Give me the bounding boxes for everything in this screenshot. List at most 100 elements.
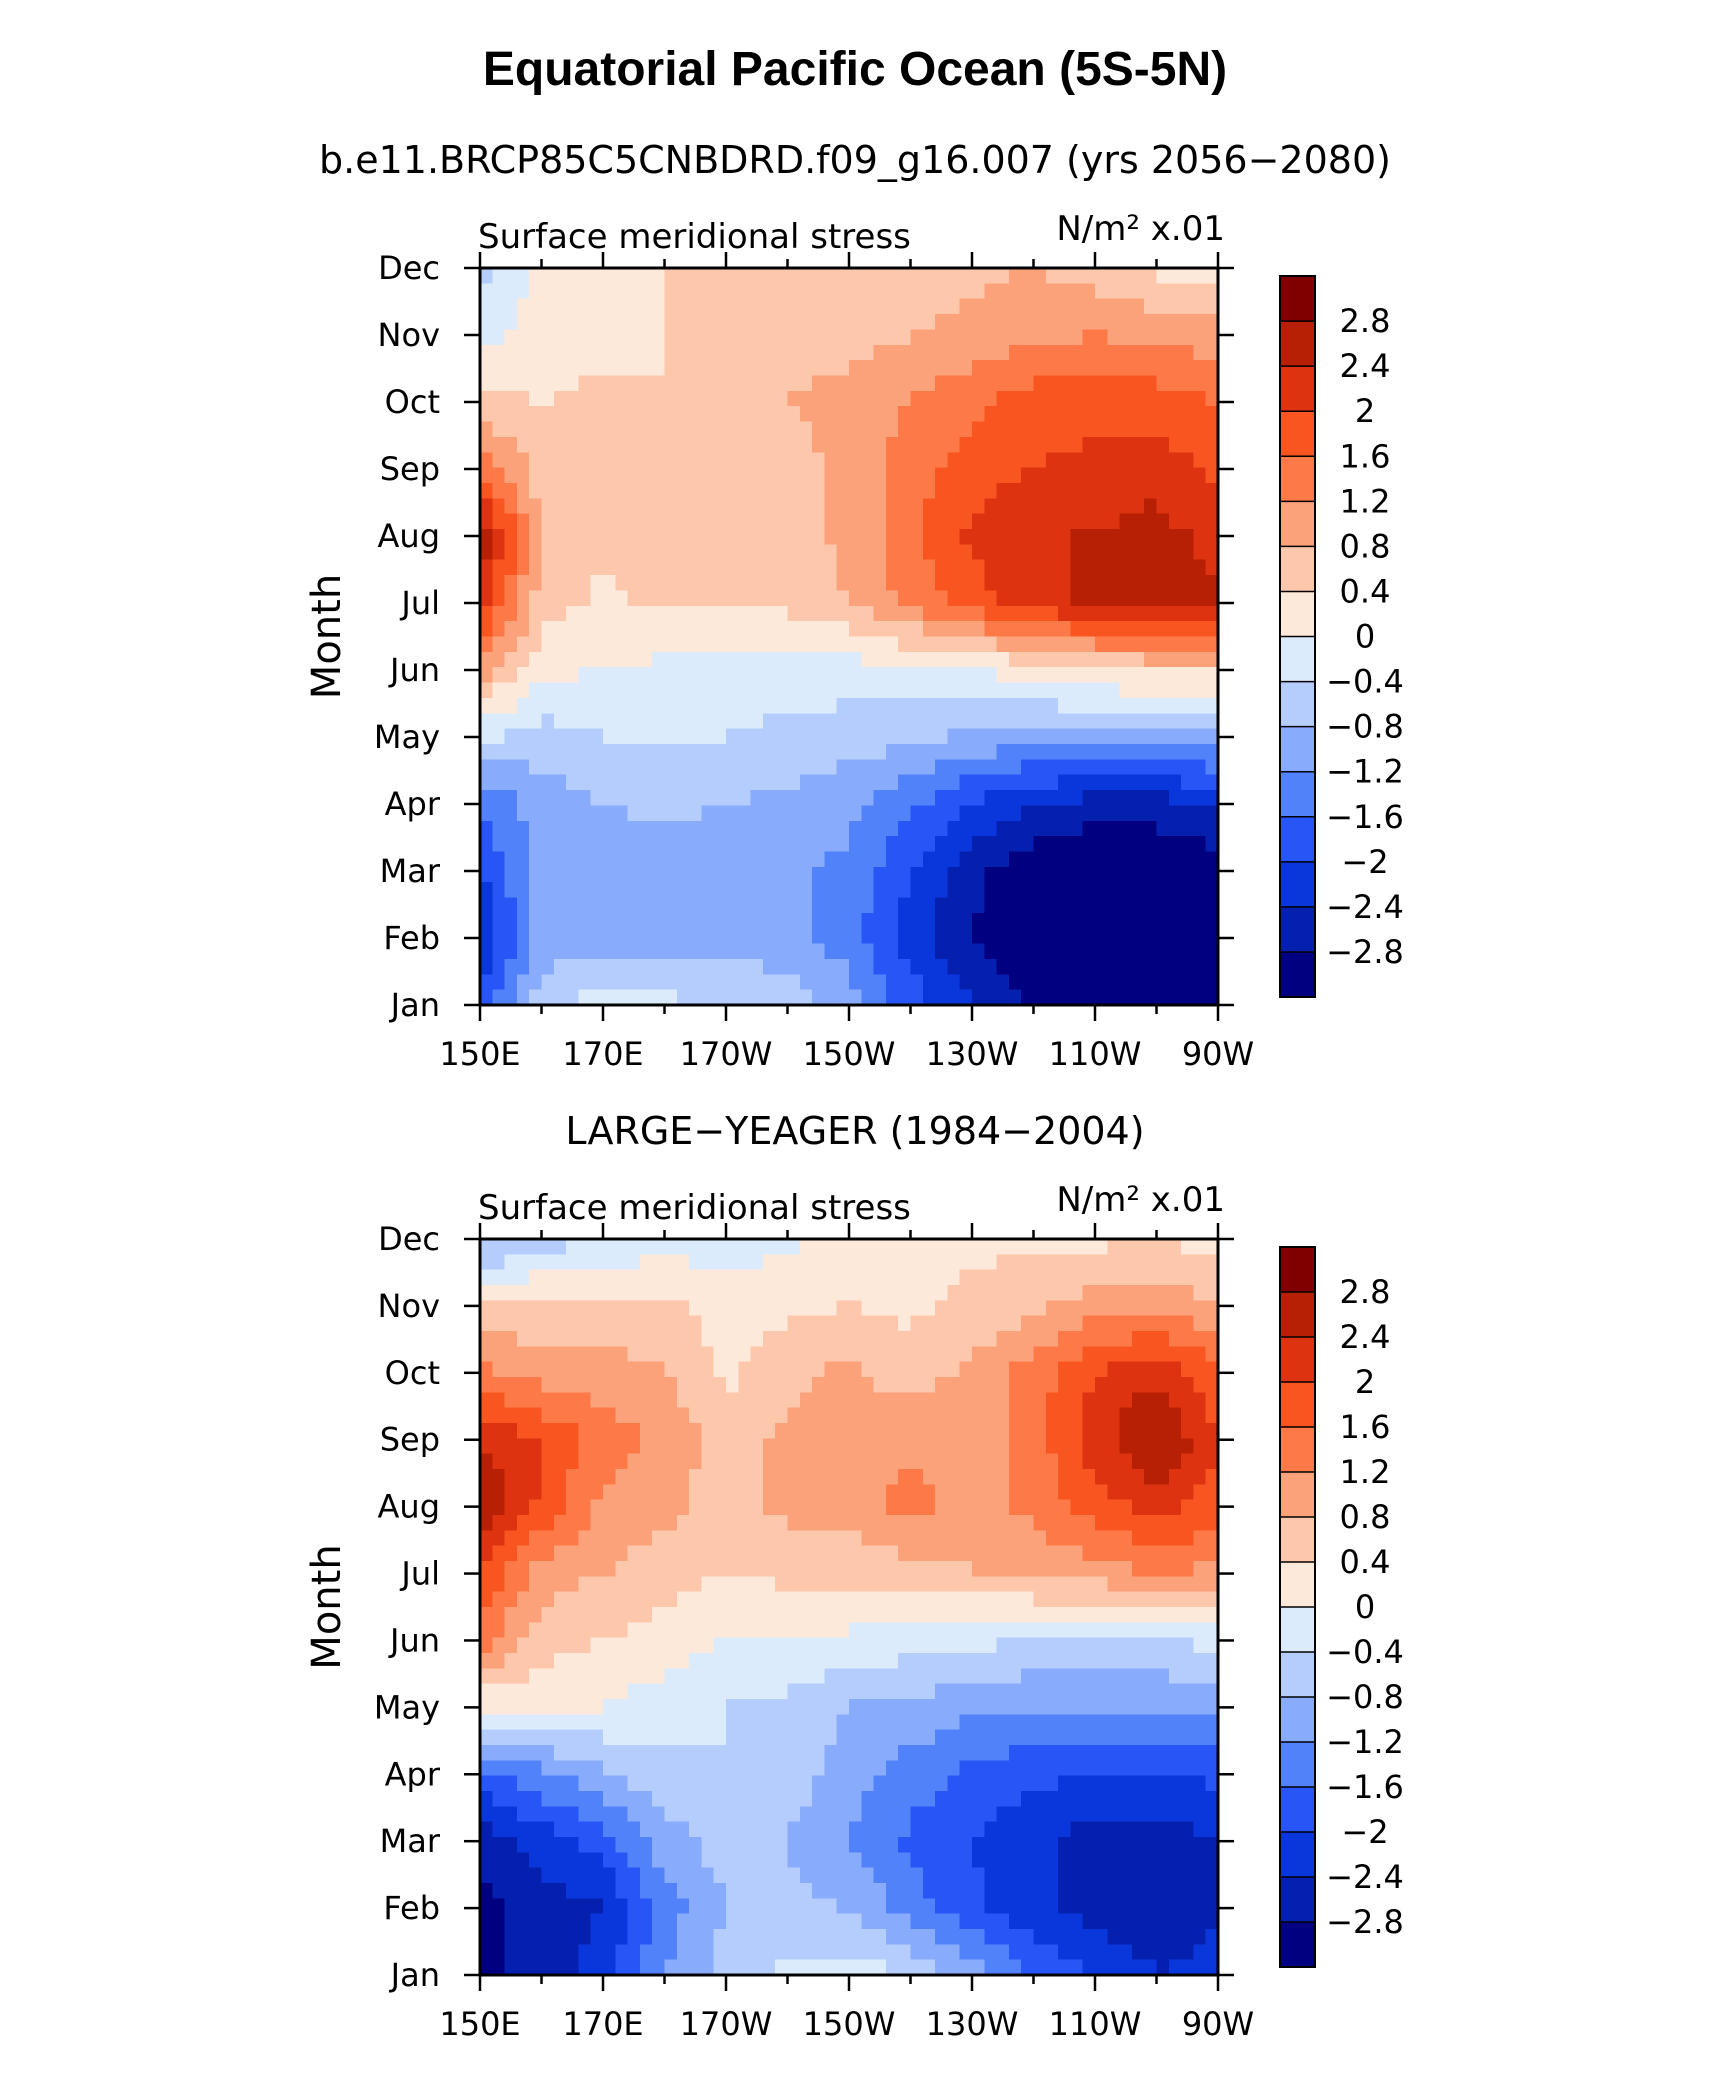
heatmap-cell bbox=[1168, 836, 1182, 853]
heatmap-cell bbox=[775, 774, 789, 791]
heatmap-cell bbox=[504, 1254, 518, 1271]
heatmap-cell bbox=[1045, 851, 1059, 868]
heatmap-cell bbox=[922, 1469, 936, 1485]
heatmap-cell bbox=[1095, 390, 1108, 407]
heatmap-cell bbox=[812, 1714, 825, 1731]
heatmap-cell bbox=[529, 1285, 543, 1301]
heatmap-cell bbox=[1070, 498, 1084, 515]
heatmap-cell bbox=[898, 1591, 912, 1608]
heatmap-cell bbox=[676, 667, 690, 684]
heatmap-cell bbox=[1205, 1699, 1219, 1715]
heatmap-cell bbox=[639, 713, 653, 730]
heatmap-cell bbox=[652, 575, 666, 592]
heatmap-cell bbox=[1193, 544, 1207, 561]
heatmap-cell bbox=[1156, 513, 1170, 530]
heatmap-cell bbox=[836, 1331, 850, 1347]
heatmap-cell bbox=[750, 1484, 764, 1501]
heatmap-cell bbox=[1095, 1361, 1108, 1378]
heatmap-cell bbox=[849, 498, 862, 515]
heatmap-cell bbox=[504, 943, 518, 960]
heatmap-cell bbox=[1058, 1269, 1071, 1286]
heatmap-cell bbox=[836, 375, 850, 392]
heatmap-cell bbox=[947, 1607, 961, 1623]
heatmap-cell bbox=[516, 820, 530, 837]
heatmap-cell bbox=[615, 820, 629, 837]
heatmap-cell bbox=[504, 1407, 518, 1424]
heatmap-cell bbox=[1082, 406, 1096, 423]
heatmap-cell bbox=[713, 820, 727, 837]
heatmap-cell bbox=[984, 958, 998, 975]
heatmap-cell bbox=[1021, 697, 1035, 714]
heatmap-cell bbox=[984, 605, 998, 622]
heatmap-cell bbox=[529, 697, 543, 714]
heatmap-cell bbox=[947, 912, 961, 929]
heatmap-cell bbox=[836, 1453, 850, 1470]
heatmap-cell bbox=[603, 882, 616, 899]
heatmap-cell bbox=[615, 866, 629, 883]
heatmap-cell bbox=[738, 390, 752, 407]
heatmap-cell bbox=[885, 851, 899, 868]
heatmap-cell bbox=[947, 1453, 961, 1470]
heatmap-cell bbox=[1205, 820, 1219, 837]
heatmap-cell bbox=[615, 1530, 629, 1547]
heatmap-cell bbox=[541, 1745, 555, 1761]
heatmap-cell bbox=[750, 866, 764, 883]
heatmap-cell bbox=[689, 406, 702, 423]
heatmap-cell bbox=[947, 897, 961, 914]
heatmap-cell bbox=[1156, 421, 1170, 438]
heatmap-cell bbox=[750, 790, 764, 806]
heatmap-cell bbox=[590, 421, 604, 438]
heatmap-cell bbox=[1021, 805, 1035, 822]
heatmap-cell bbox=[676, 912, 690, 929]
heatmap-cell bbox=[726, 774, 739, 791]
heatmap-cell bbox=[1131, 1515, 1145, 1531]
heatmap-cell bbox=[1144, 882, 1158, 899]
heatmap-cell bbox=[1070, 590, 1084, 607]
heatmap-cell bbox=[1082, 1407, 1096, 1424]
heatmap-cell bbox=[566, 1392, 579, 1409]
heatmap-cell bbox=[873, 759, 887, 776]
heatmap-cell bbox=[516, 1269, 530, 1286]
heatmap-cell bbox=[701, 467, 715, 484]
heatmap-cell bbox=[910, 360, 924, 377]
heatmap-cell bbox=[516, 651, 530, 668]
heatmap-cell bbox=[541, 682, 555, 699]
heatmap-cell bbox=[750, 605, 764, 622]
heatmap-cell bbox=[984, 1499, 998, 1516]
heatmap-cell bbox=[578, 344, 592, 361]
heatmap-cell bbox=[516, 1438, 530, 1455]
heatmap-cell bbox=[1144, 1576, 1158, 1593]
heatmap-cell bbox=[775, 636, 789, 653]
heatmap-cell bbox=[1045, 544, 1059, 561]
heatmap-cell bbox=[1205, 774, 1219, 791]
heatmap-cell bbox=[1070, 1423, 1084, 1439]
heatmap-cell bbox=[1205, 989, 1219, 1006]
heatmap-cell bbox=[676, 559, 690, 576]
heatmap-cell bbox=[578, 974, 592, 991]
heatmap-cell bbox=[799, 375, 813, 392]
heatmap-cell bbox=[1107, 344, 1121, 361]
heatmap-cell bbox=[1181, 866, 1194, 883]
heatmap-cell bbox=[627, 406, 641, 423]
heatmap-cell bbox=[947, 667, 961, 684]
heatmap-cell bbox=[738, 544, 752, 561]
heatmap-cell bbox=[566, 958, 579, 975]
heatmap-cell bbox=[799, 390, 813, 407]
heatmap-cell bbox=[873, 697, 887, 714]
heatmap-cell bbox=[676, 1530, 690, 1547]
heatmap-cell bbox=[1193, 1315, 1207, 1332]
heatmap-cell bbox=[1193, 314, 1207, 331]
heatmap-cell bbox=[1008, 790, 1022, 806]
heatmap-cell bbox=[553, 390, 567, 407]
heatmap-cell bbox=[1058, 375, 1071, 392]
heatmap-cell bbox=[603, 1392, 616, 1409]
heatmap-cell bbox=[849, 360, 862, 377]
heatmap-cell bbox=[1119, 1607, 1133, 1623]
heatmap-cell bbox=[492, 621, 506, 638]
heatmap-cell bbox=[996, 682, 1010, 699]
heatmap-cell bbox=[972, 329, 985, 346]
heatmap-cell bbox=[836, 1239, 850, 1255]
heatmap-cell bbox=[762, 1668, 776, 1685]
heatmap-cell bbox=[529, 1315, 543, 1332]
heatmap-cell bbox=[750, 513, 764, 530]
